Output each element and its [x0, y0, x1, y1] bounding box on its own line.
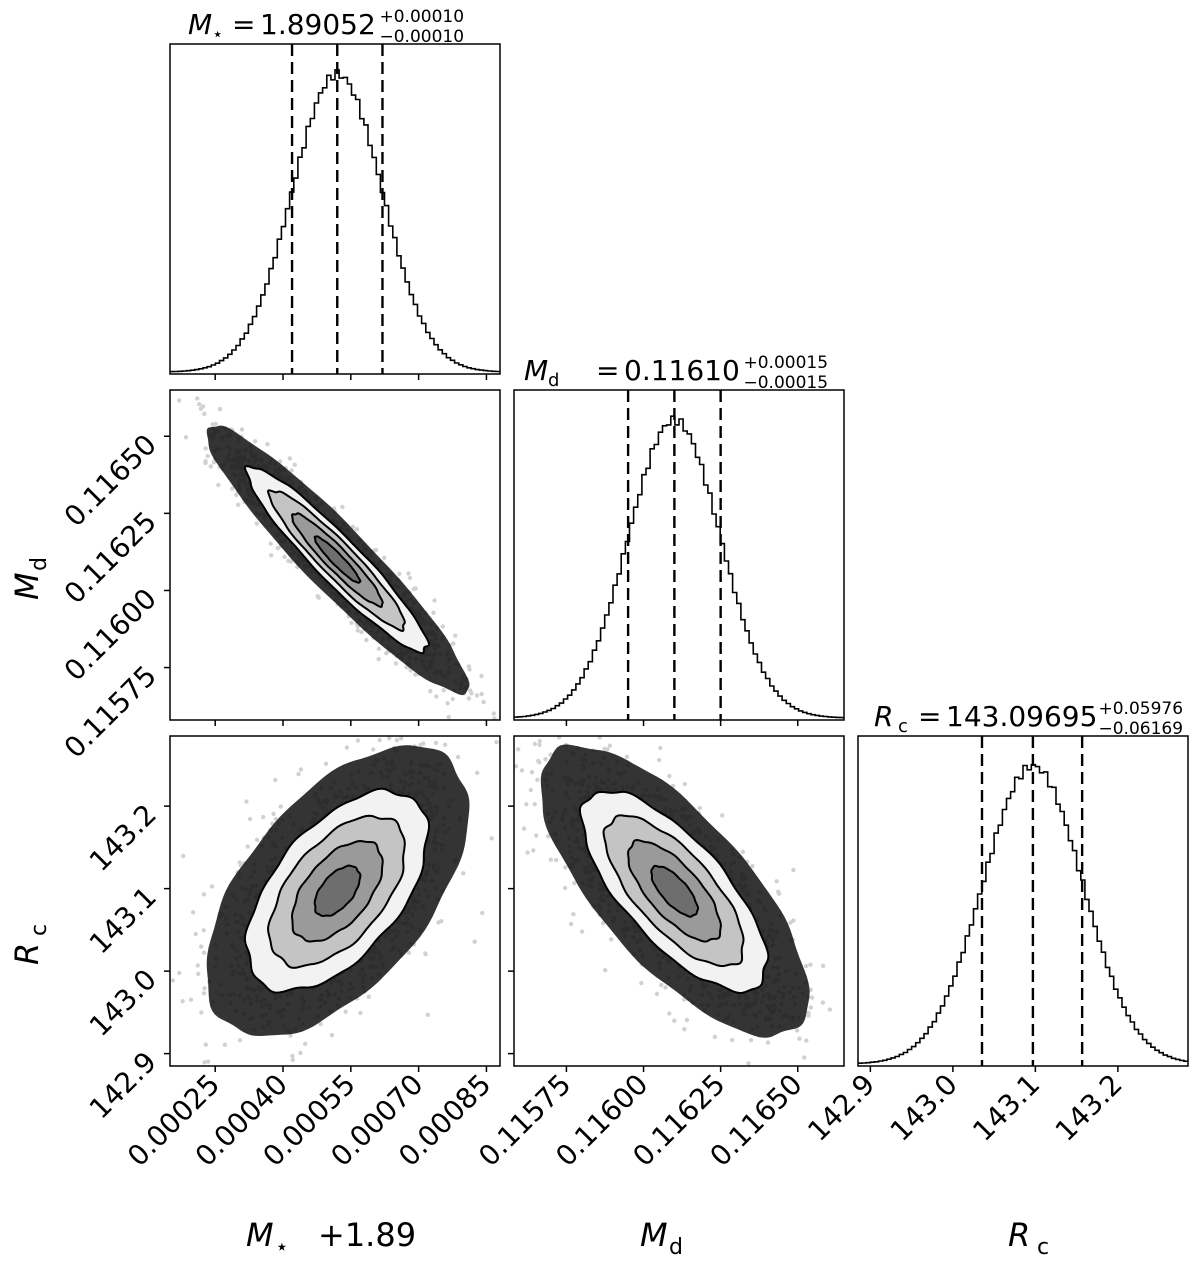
axis-subscript: c: [27, 924, 52, 936]
y-tick-label: 142.9: [83, 1045, 163, 1125]
y-tick-label: 143.0: [83, 963, 163, 1043]
scatter-md-rc-frame: [513, 735, 845, 1067]
axis-symbol: M: [8, 572, 46, 600]
axis-offset: +1.89: [318, 1216, 416, 1254]
y-tick-label: 143.2: [83, 798, 163, 878]
title-value: 1.89052: [260, 8, 376, 41]
title-value: 143.09695: [946, 700, 1097, 733]
title-symbol: M: [188, 8, 212, 41]
axis-subscript: ⋆: [275, 1235, 289, 1260]
scatter-mstar-rc-panel: 0.000250.000400.000550.000700.00085142.9…: [83, 735, 501, 1173]
x-label-mstar: M ⋆ +1.89: [246, 1216, 416, 1260]
axis-subscript: d: [669, 1235, 683, 1260]
x-tick-label: 143.0: [884, 1068, 964, 1148]
axis-subscript: c: [1037, 1235, 1049, 1260]
hist-title-mstar: M ⋆ = 1.89052 +0.00010−0.00010: [188, 7, 464, 47]
contour-0.5-sigma: [313, 535, 362, 584]
hist-panel-mstar: M ⋆ = 1.89052 +0.00010−0.00010: [169, 7, 501, 380]
title-equals: =: [232, 8, 255, 41]
title-err-plus: +0.05976: [1099, 699, 1184, 719]
axis-symbol: R: [1008, 1216, 1030, 1254]
title-subscript: c: [898, 716, 908, 737]
y-label-md: Md: [8, 557, 52, 600]
hist-panel-md-frame: [513, 389, 845, 721]
title-err-plus: +0.00015: [744, 353, 829, 373]
histogram-md: [514, 415, 844, 719]
histogram-mstar: [170, 69, 500, 373]
contour-0.5-sigma: [313, 864, 362, 918]
hist-panel-mstar-frame: [169, 43, 501, 375]
title-equals: =: [596, 354, 619, 387]
title-symbol: M: [524, 354, 548, 387]
title-err-minus: −0.00010: [380, 27, 465, 47]
contour-0.5-sigma: [650, 864, 699, 918]
title-equals: =: [918, 700, 941, 733]
scatter-mstar-rc-frame: [169, 735, 501, 1067]
title-value: 0.11610: [624, 354, 740, 387]
title-err-plus: +0.00010: [380, 7, 465, 27]
x-tick-label: 143.1: [966, 1068, 1046, 1148]
x-tick-label: 143.2: [1049, 1068, 1129, 1148]
histogram-rc: [858, 763, 1188, 1064]
title-symbol: R: [874, 700, 893, 733]
y-tick-label: 143.1: [83, 880, 163, 960]
title-subscript: d: [548, 370, 559, 391]
axis-symbol: M: [246, 1216, 274, 1254]
x-tick-label: 142.9: [801, 1068, 881, 1148]
axis-symbol: R: [8, 943, 46, 965]
title-err-minus: −0.06169: [1099, 719, 1184, 739]
axis-symbol: M: [640, 1216, 668, 1254]
scatter-mstar-md-frame: [169, 389, 501, 721]
title-subscript: ⋆: [212, 24, 223, 45]
axis-subscript: d: [27, 557, 52, 571]
hist-panel-rc-frame: [857, 735, 1189, 1067]
y-label-rc: Rc: [8, 924, 52, 965]
title-err-minus: −0.00015: [744, 373, 829, 393]
